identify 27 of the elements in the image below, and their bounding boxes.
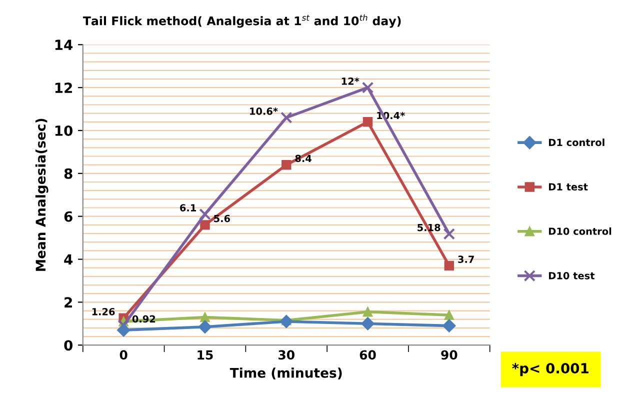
y-tick-label: 4 [64, 254, 73, 265]
legend-label: D10 test [548, 272, 595, 280]
x-tick-label: 60 [360, 350, 376, 360]
x-tick-label: 15 [198, 350, 213, 360]
data-label: 1.26 [92, 308, 115, 316]
y-tick-label: 2 [64, 297, 72, 308]
y-tick-label: 8 [64, 168, 72, 179]
y-tick-label: 14 [55, 40, 73, 50]
data-label: 6.1 [180, 204, 196, 212]
legend-label: D10 control [548, 227, 612, 235]
text: *p< 0.001 [512, 362, 588, 376]
data-label: 5.6 [214, 214, 230, 222]
data-label: 12* [342, 77, 360, 85]
data-label: 10.6* [250, 108, 278, 115]
x-tick-label: 0 [120, 350, 128, 360]
y-tick-label: 6 [64, 211, 72, 222]
y-tick-label: 10 [55, 125, 73, 136]
legend-label: D1 control [548, 138, 604, 146]
x-axis-title: Time (minutes) [230, 368, 342, 380]
y-tick-label: 0 [64, 340, 73, 351]
data-label: 3.7 [458, 256, 474, 263]
legend-label: D1 test [548, 183, 588, 191]
y-tick-label: 12 [55, 82, 72, 93]
chart-title: Tail Flick method( Analgesia at 1$^{st}$ and 10$^{th}$ day) [82, 14, 401, 28]
x-tick-label: 30 [278, 350, 294, 360]
x-tick-label: 90 [441, 350, 458, 360]
y-axis-title: Mean Analgesia(sec) [35, 118, 48, 271]
